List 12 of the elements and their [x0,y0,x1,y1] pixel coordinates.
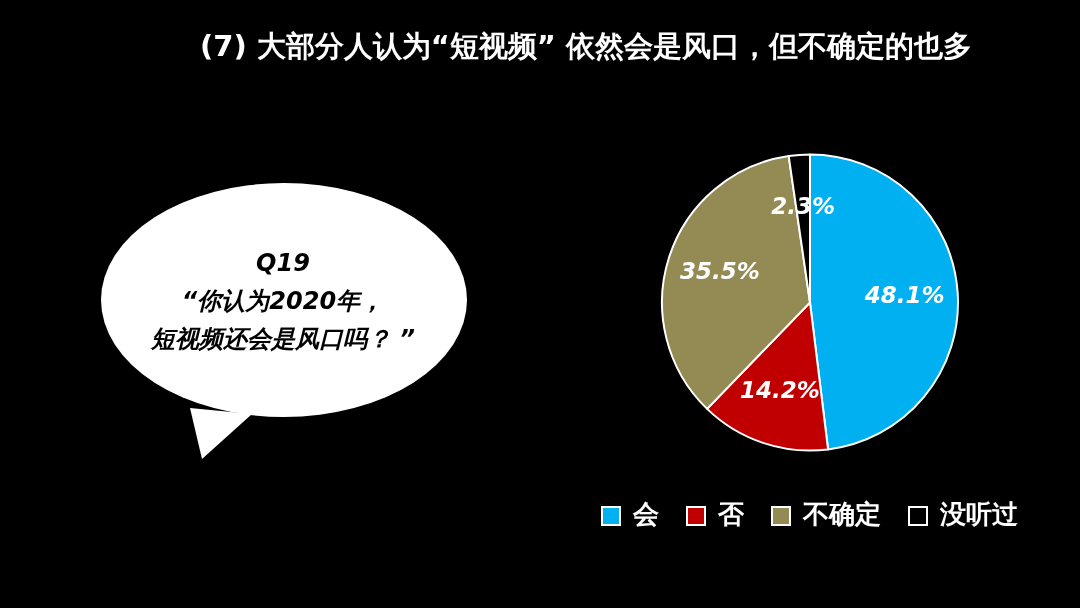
data-label: 2.3% [771,193,836,219]
data-label: 35.5% [679,258,760,285]
data-label: 14.2% [740,377,820,404]
text: Q19 [256,248,310,278]
text: “你认为2020年， [181,286,385,316]
legend-label: 不确定 [802,498,881,529]
legend-label: 会 [632,498,659,529]
legend-label: 没听过 [939,498,1018,529]
chart-title: (7) 大部分人认为“短视频” 依然会是风口，但不确定的也多 [200,28,973,65]
text: 短视频还会是风口吗？ ” [151,324,415,354]
legend-label: 否 [717,498,745,529]
data-label: 48.1% [863,281,945,308]
